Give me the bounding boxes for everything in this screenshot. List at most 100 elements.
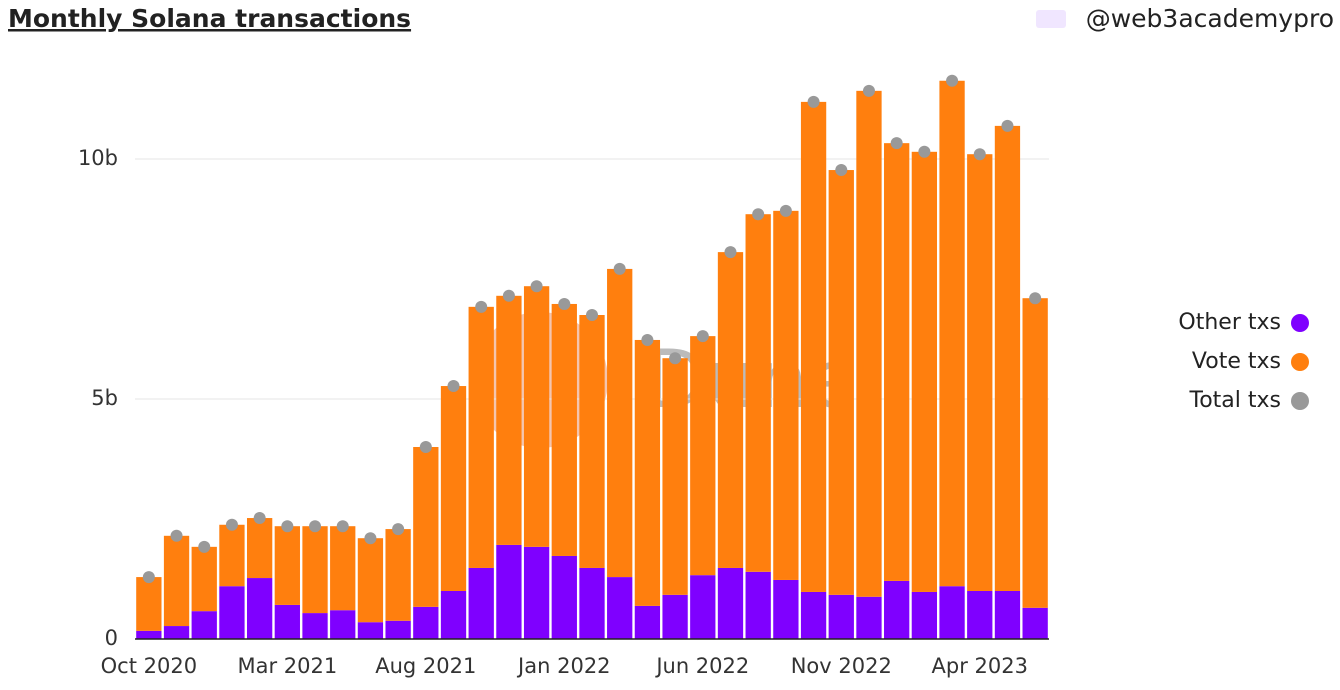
bar-segment — [911, 591, 938, 639]
bar-segment — [607, 577, 633, 639]
bar-segment — [330, 610, 356, 639]
legend-swatch — [1291, 353, 1309, 371]
bar-segment — [163, 535, 190, 627]
bar-segment — [579, 315, 605, 568]
bar-segment — [302, 613, 328, 639]
bar-segment — [884, 580, 910, 639]
bar-segment — [385, 620, 411, 639]
total-dot — [142, 571, 155, 584]
bar-segment — [911, 151, 938, 592]
total-dot — [419, 441, 432, 453]
bar-segment — [717, 252, 744, 568]
bar-segment — [413, 447, 439, 607]
bar-segment — [523, 546, 550, 639]
bar-segment — [219, 586, 245, 639]
legend-swatch — [1291, 392, 1309, 410]
total-dot — [835, 164, 848, 177]
total-dot — [475, 300, 488, 313]
bar-segment — [219, 524, 245, 587]
bar-segment — [939, 586, 965, 639]
bar-segment — [163, 626, 190, 639]
total-dot — [170, 529, 183, 542]
bar-segment — [1022, 298, 1048, 608]
x-tick-label: Jun 2022 — [654, 654, 749, 678]
total-dot — [918, 145, 931, 158]
bar-segment — [662, 594, 688, 639]
x-tick-label: Apr 2023 — [932, 654, 1028, 678]
bar-segment — [357, 622, 384, 639]
bar-segment — [884, 143, 910, 581]
bar-segment — [579, 567, 605, 639]
bar-segment — [690, 336, 716, 576]
bar-segment — [551, 555, 577, 639]
bar-segment — [385, 529, 411, 621]
total-dot — [586, 309, 598, 321]
bar-segment — [856, 596, 882, 639]
total-dot — [253, 512, 266, 525]
bar-segment — [136, 630, 162, 639]
total-dot — [862, 84, 875, 97]
x-tick-label: Aug 2021 — [375, 654, 476, 678]
y-tick-label: 5b — [91, 386, 118, 410]
bar-segment — [523, 286, 550, 547]
total-dot — [198, 540, 211, 553]
bar-segment — [246, 518, 273, 579]
total-dot — [364, 532, 377, 545]
total-dot — [613, 262, 626, 275]
bar-segment — [302, 526, 328, 614]
bar-segment — [717, 567, 744, 639]
bar-segment — [800, 101, 827, 592]
bar-segment — [634, 339, 661, 606]
total-dot — [447, 380, 460, 393]
legend-label: Total txs — [1189, 388, 1281, 413]
bar-segment — [274, 526, 300, 605]
total-dot — [696, 330, 709, 343]
bar-segment — [246, 578, 273, 639]
legend-label: Other txs — [1178, 310, 1281, 335]
bar-segment — [800, 591, 827, 639]
bar-segment — [994, 591, 1021, 639]
total-dot — [779, 204, 792, 217]
total-dot — [752, 208, 765, 221]
total-dot — [530, 280, 543, 293]
bar-segment — [745, 571, 771, 639]
total-dot — [309, 520, 322, 533]
bar-segment — [828, 170, 854, 595]
bar-segment — [939, 80, 965, 587]
bar-segment — [607, 268, 633, 578]
total-dot — [558, 297, 571, 310]
total-dot — [724, 246, 737, 259]
total-dot — [1029, 292, 1042, 305]
total-dot — [669, 352, 682, 365]
bar-segment — [468, 306, 494, 568]
x-tick-label: Oct 2020 — [101, 654, 197, 678]
bar-segment — [773, 579, 799, 639]
bar-segment — [690, 575, 716, 639]
total-dot — [281, 520, 294, 533]
total-dot — [946, 74, 959, 87]
chart-title: Monthly Solana transactions — [8, 4, 411, 33]
total-dot — [225, 518, 238, 531]
bar-segment — [191, 546, 217, 612]
total-dot — [392, 523, 405, 536]
handle: @web3academypro — [1086, 4, 1334, 33]
bar-segment — [330, 526, 356, 611]
total-dot — [502, 289, 515, 302]
x-tick-label: Jan 2022 — [516, 654, 611, 678]
bar-segment — [357, 538, 384, 623]
y-tick-label: 10b — [78, 146, 118, 170]
bar-segment — [773, 210, 799, 580]
y-tick-label: 0 — [105, 626, 118, 650]
bar-segment — [274, 604, 300, 639]
bar-segment — [413, 606, 439, 639]
bar-segment — [1022, 607, 1048, 639]
bar-segment — [856, 90, 882, 597]
x-tick-label: Nov 2022 — [791, 654, 892, 678]
total-dot — [973, 148, 986, 161]
total-dot — [641, 333, 654, 346]
total-dot — [890, 137, 903, 150]
bar-segment — [967, 154, 993, 591]
bar-segment — [662, 358, 688, 595]
bar-segment — [440, 386, 467, 591]
